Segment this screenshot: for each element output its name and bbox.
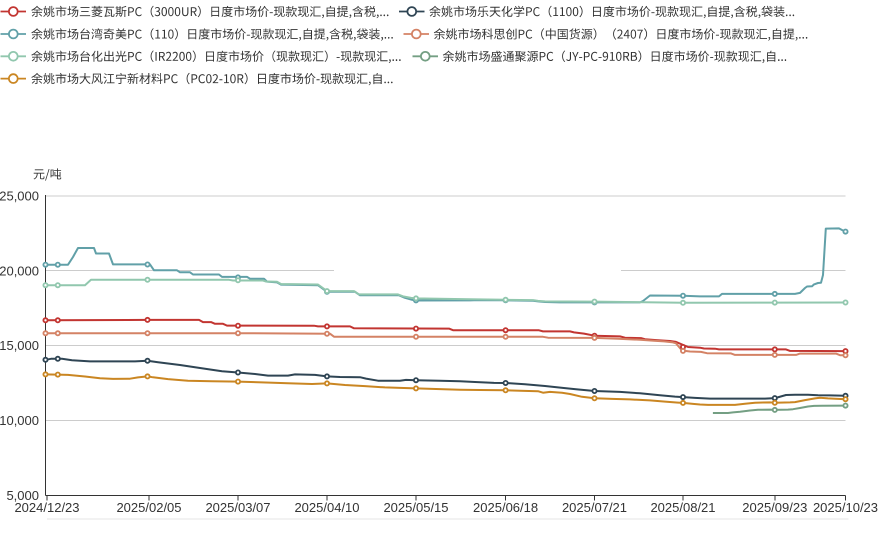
svg-text:2025/04/10: 2025/04/10: [294, 500, 359, 515]
svg-text:2025/09/23: 2025/09/23: [742, 500, 807, 515]
svg-text:2025/03/07: 2025/03/07: [205, 500, 270, 515]
svg-text:20,000: 20,000: [0, 263, 39, 278]
svg-text:2025/10/23: 2025/10/23: [813, 500, 878, 515]
svg-text:2024/12/23: 2024/12/23: [14, 500, 79, 515]
svg-text:2025/06/18: 2025/06/18: [473, 500, 538, 515]
svg-text:25,000: 25,000: [0, 188, 39, 203]
svg-text:10,000: 10,000: [0, 413, 39, 428]
svg-text:2025/02/05: 2025/02/05: [116, 500, 181, 515]
svg-text:15,000: 15,000: [0, 338, 39, 353]
svg-text:2025/07/21: 2025/07/21: [562, 500, 627, 515]
svg-text:2025/05/15: 2025/05/15: [383, 500, 448, 515]
svg-text:5,000: 5,000: [6, 488, 39, 503]
svg-text:2025/08/21: 2025/08/21: [650, 500, 715, 515]
